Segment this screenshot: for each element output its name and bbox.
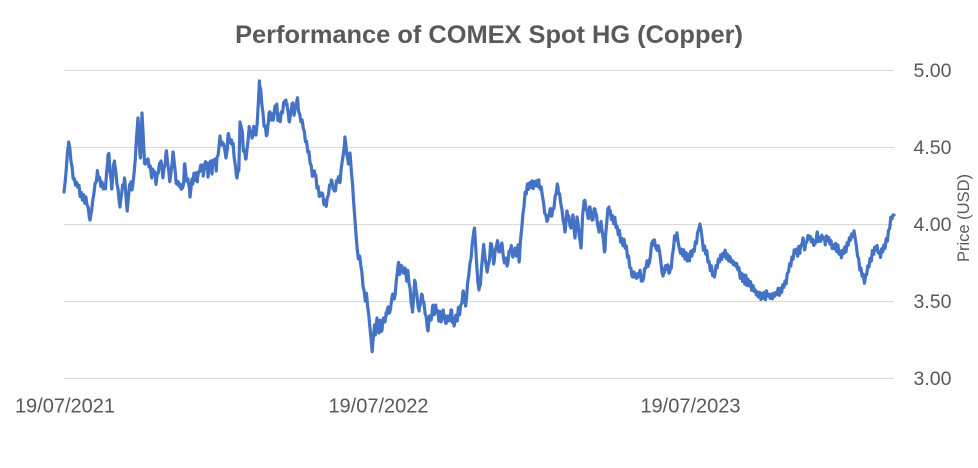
svg-text:Performance of COMEX Spot HG (: Performance of COMEX Spot HG (Copper) [235, 21, 743, 49]
svg-text:Price (USD): Price (USD) [955, 174, 973, 262]
svg-text:3.00: 3.00 [914, 368, 952, 390]
svg-text:5.00: 5.00 [914, 60, 952, 82]
svg-text:19/07/2023: 19/07/2023 [640, 396, 740, 418]
svg-text:4.00: 4.00 [914, 214, 952, 236]
svg-text:19/07/2022: 19/07/2022 [328, 396, 428, 418]
svg-text:4.50: 4.50 [914, 137, 952, 159]
svg-text:3.50: 3.50 [914, 291, 952, 313]
svg-text:19/07/2021: 19/07/2021 [15, 396, 115, 418]
